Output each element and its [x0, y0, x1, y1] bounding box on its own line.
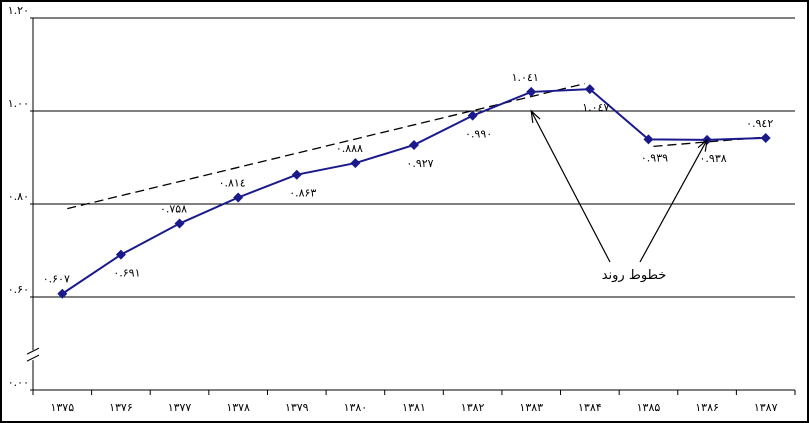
data-point: [115, 249, 126, 260]
axis-break-mark: [26, 354, 40, 362]
x-tick-label: ۱۳۸۴: [578, 401, 602, 414]
x-tick-label: ۱۳۷۹: [285, 401, 309, 414]
data-point: [584, 84, 595, 95]
data-point: [350, 158, 361, 169]
y-tick-label: ۱.۲۰: [8, 4, 29, 17]
x-tick-label: ۱۳۸۵: [637, 401, 661, 414]
trend-annotation: خطوط روند: [530, 109, 708, 283]
data-label: ۰.۶۹۱: [113, 267, 140, 280]
x-tick-label: ۱۳۸۰: [344, 401, 368, 414]
annotation-arrow: [530, 110, 611, 263]
annotation-arrow: [639, 139, 708, 263]
data-label: ۰.۷۵۸: [160, 203, 187, 216]
y-tick-label: ۱.۰۰: [8, 97, 29, 110]
data-label: ۰.۸۸۸: [336, 142, 363, 155]
data-point: [760, 132, 771, 143]
axis-break-gap: [27, 350, 39, 361]
x-tick-label: ۱۳۸۷: [754, 401, 778, 414]
data-series: [57, 84, 771, 299]
data-point: [526, 86, 537, 97]
x-tick-label: ۱۳۷۸: [226, 401, 250, 414]
data-label: ۰.۶۰۷: [43, 273, 70, 286]
data-point: [174, 218, 185, 229]
y-tick-label: ۰.۶۰: [8, 283, 29, 296]
data-labels: ۰.۶۰۷ ۰.۶۹۱ ۰.۷۵۸ ۰.۸۱٤ ۰.۸۶۳ ۰.۸۸۸ ۰.۹۲۷ ۰.۹۹۰…: [43, 71, 774, 286]
annotation-arrowhead: [697, 138, 708, 152]
x-tick-label: ۱۳۸۲: [461, 401, 485, 414]
y-tick-label: ۰.۰۰: [8, 376, 29, 389]
tick-labels: ۱.۲۰ ۱.۰۰ ۰.۸۰ ۰.۶۰ ۰.۰۰ ۱۳۷۵ ۱۳۷۶ ۱۳۷۷ ۱۳۷۸ ۱۳۷۹…: [8, 4, 778, 414]
x-tick-label: ۱۳۸۶: [695, 401, 719, 414]
x-tick-label: ۱۳۸۱: [402, 401, 426, 414]
gridlines: [33, 17, 795, 298]
data-label: ۱.۰٤۱: [512, 71, 539, 84]
data-label: ۰.۹۹۰: [465, 128, 492, 141]
x-tick-label: ۱۳۸۳: [519, 401, 543, 414]
data-label: ۰.۹٤۲: [746, 117, 773, 130]
x-tick-label: ۱۳۷۷: [168, 401, 192, 414]
x-tick-label: ۱۳۷۵: [50, 401, 74, 414]
annotation-label: خطوط روند: [602, 268, 667, 283]
data-label: ۰.۹۳۹: [641, 151, 668, 164]
axis-break-mark: [26, 347, 40, 355]
trend-line: [67, 82, 585, 210]
x-tick-label: ۱۳۷۶: [109, 401, 133, 414]
data-label: ۰.۹۲۷: [406, 157, 433, 170]
data-point: [467, 110, 478, 121]
data-point: [291, 169, 302, 180]
axes: [26, 17, 796, 395]
data-label: ۰.۸۱٤: [219, 176, 246, 189]
data-point: [409, 139, 419, 150]
data-label: ۱.۰٤۷: [582, 101, 609, 114]
data-point: [57, 288, 68, 299]
annotation-arrowhead: [530, 109, 541, 123]
data-point: [233, 192, 244, 203]
data-label: ۰.۹۳۸: [700, 152, 727, 165]
data-label: ۰.۸۶۳: [289, 187, 316, 200]
y-tick-label: ۰.۸۰: [8, 190, 29, 203]
data-point: [643, 134, 654, 145]
